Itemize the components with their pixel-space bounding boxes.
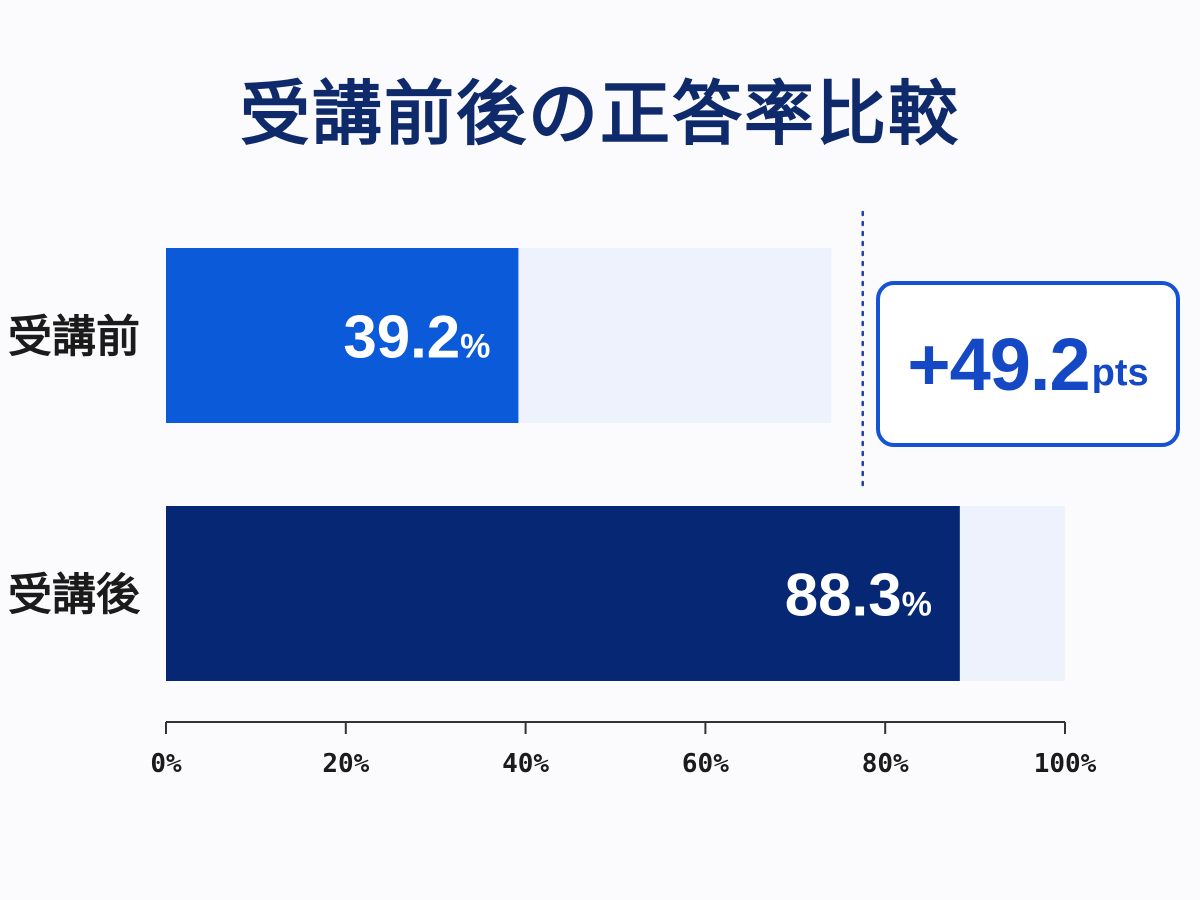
category-label: 受講後	[8, 570, 141, 621]
data-label: 39.2%	[343, 304, 490, 371]
chart-title: 受講前後の正答率比較	[240, 73, 960, 155]
difference-badge: +49.2 pts	[876, 281, 1180, 447]
x-tick-label: 40%	[502, 749, 549, 779]
bar	[166, 506, 960, 681]
category-label: 受講前	[8, 312, 140, 363]
difference-unit: pts	[1091, 351, 1149, 394]
data-label: 88.3%	[785, 562, 932, 629]
x-tick-label: 0%	[150, 749, 182, 779]
difference-value: +49.2	[907, 322, 1090, 406]
x-tick-label: 80%	[862, 749, 909, 779]
x-tick-label: 60%	[682, 749, 729, 779]
x-tick-label: 20%	[322, 749, 369, 779]
bar	[166, 248, 519, 423]
x-tick-label: 100%	[1034, 749, 1097, 779]
